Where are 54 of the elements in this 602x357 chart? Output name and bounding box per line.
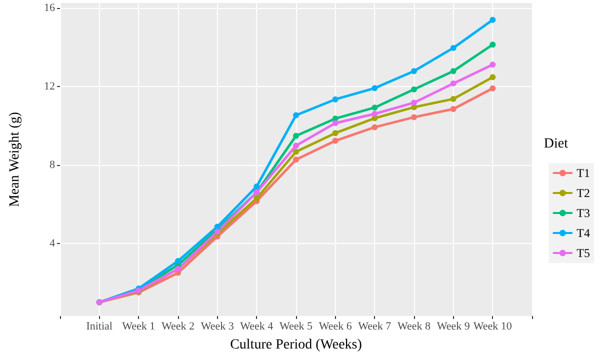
point xyxy=(490,62,496,68)
y-tick-label: 16 xyxy=(44,2,56,14)
point xyxy=(411,86,417,92)
legend-label: T5 xyxy=(576,246,590,260)
y-tick-label: 8 xyxy=(50,158,56,171)
point xyxy=(490,85,496,92)
y-tick-label: 4 xyxy=(50,237,56,250)
x-tick-label: Week 3 xyxy=(200,320,234,332)
x-tick-label: Week 5 xyxy=(279,320,313,332)
x-tick-label: Week 8 xyxy=(397,320,431,332)
point xyxy=(450,96,456,102)
point xyxy=(490,74,496,80)
point xyxy=(490,16,496,23)
point xyxy=(450,80,456,86)
point xyxy=(332,138,338,144)
point xyxy=(450,68,456,74)
point xyxy=(254,183,260,190)
x-tick-label: Initial xyxy=(86,320,112,332)
point xyxy=(293,156,299,163)
x-tick-label: Week 1 xyxy=(122,320,156,332)
point xyxy=(175,258,181,264)
point xyxy=(214,224,220,230)
point xyxy=(332,120,338,126)
point xyxy=(254,195,260,202)
x-tick-label: Week 10 xyxy=(473,320,512,332)
y-axis-title: Mean Weight (g) xyxy=(8,112,22,208)
point xyxy=(411,100,417,106)
legend-label: T2 xyxy=(576,186,590,200)
point xyxy=(372,85,378,92)
point xyxy=(332,96,338,102)
point xyxy=(293,148,299,155)
x-tick-label: Week 7 xyxy=(358,320,392,332)
point xyxy=(332,130,338,136)
point xyxy=(372,124,378,130)
point xyxy=(372,110,378,117)
point xyxy=(411,68,417,74)
x-axis-title: Culture Period (Weeks) xyxy=(230,338,362,352)
point xyxy=(293,142,299,149)
legend-label: T3 xyxy=(576,206,590,220)
legend-label: T4 xyxy=(576,226,590,240)
legend-title: Diet xyxy=(544,136,568,152)
x-tick-label: Week 4 xyxy=(240,320,274,332)
point xyxy=(450,106,456,112)
point xyxy=(490,42,496,48)
point xyxy=(372,104,378,111)
point xyxy=(450,44,456,51)
y-tick-label: 12 xyxy=(44,80,55,92)
x-tick-label: Week 9 xyxy=(436,320,470,332)
x-tick-label: Week 2 xyxy=(161,320,195,332)
point xyxy=(411,114,417,120)
point xyxy=(293,132,299,139)
point xyxy=(293,112,299,118)
x-tick-label: Week 6 xyxy=(318,320,352,332)
legend-label: T1 xyxy=(576,166,590,180)
